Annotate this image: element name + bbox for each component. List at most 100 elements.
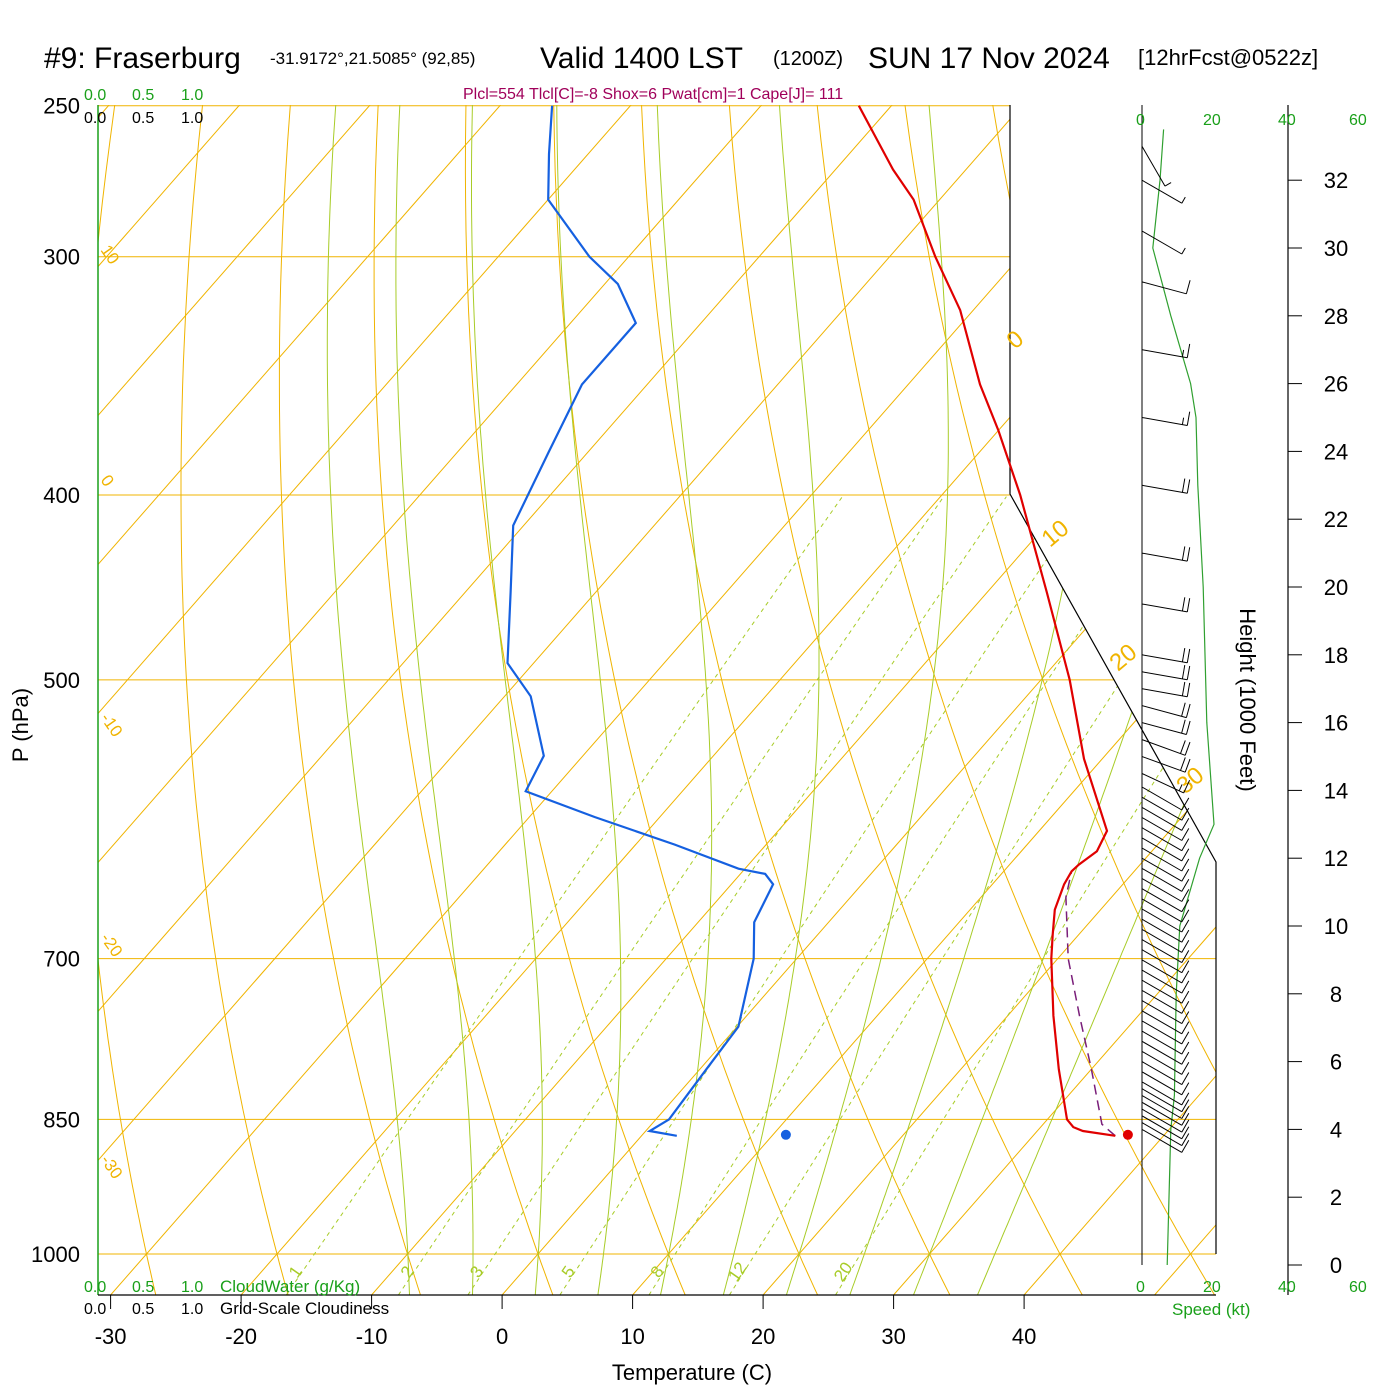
wind-barb-1 <box>1141 1122 1190 1147</box>
wind-barb-staff <box>1141 1010 1183 1035</box>
wind-barb-staff <box>1141 959 1183 984</box>
cloudiness-tick-bottom-0: 0.0 <box>84 1301 106 1318</box>
valid-time: Valid 1400 LST <box>540 42 743 75</box>
wind-barb-flag <box>1181 1133 1190 1146</box>
wind-barb-staff <box>1141 989 1183 1014</box>
isotherm--30 <box>110 105 1154 1295</box>
wind-barb-half-flag <box>1181 196 1186 204</box>
wind-barb-staff <box>1141 1128 1183 1153</box>
moist-adiabat-25 <box>848 105 1108 1295</box>
wind-barb-flag <box>1181 597 1186 612</box>
wind-barb-staff <box>1141 949 1183 974</box>
wind-barb-staff <box>1141 908 1183 933</box>
wind-barb-40 <box>1141 719 1191 735</box>
wind-barb-flag <box>1181 1112 1190 1126</box>
wind-barb-26 <box>1141 888 1190 913</box>
wind-barb-4 <box>1141 1101 1190 1126</box>
forecast-info: [12hrFcst@0522z] <box>1138 45 1318 70</box>
wind-barb-17 <box>1141 979 1190 1004</box>
height-tick-label-8: 8 <box>1330 982 1342 1007</box>
pressure-tick-label-500: 500 <box>43 668 80 693</box>
wind-barb-flag <box>1181 950 1190 963</box>
wind-barb-9 <box>1141 1061 1190 1086</box>
wind-speed-line <box>1152 129 1215 1266</box>
wind-barb-staff <box>1141 705 1187 719</box>
wind-barb-staff <box>1141 817 1183 841</box>
speed-tick-bottom-1: 20 <box>1203 1279 1221 1296</box>
wind-barb-staff <box>1141 349 1188 359</box>
cloud-water-tick-bottom-1: 0.5 <box>132 1279 154 1296</box>
wind-barb-flag <box>1186 665 1191 680</box>
dry-adiabat-50 <box>813 105 1216 1295</box>
wind-barb-staff <box>1141 1030 1183 1055</box>
wind-barb-flag <box>1181 899 1190 912</box>
moist-adiabat-30 <box>911 105 1216 1295</box>
wind-barb-flag <box>1181 1062 1190 1075</box>
wind-barb-staff <box>1141 756 1186 773</box>
wind-barb-staff <box>1141 1061 1183 1086</box>
mixing-ratio-grid <box>285 496 1216 1295</box>
dry-adiabat--20 <box>180 105 289 1295</box>
wind-barb-staff <box>1141 1108 1183 1133</box>
wind-barb-flag <box>1181 546 1186 561</box>
wind-barb-flag <box>1181 1041 1190 1055</box>
x-axis-title: Temperature (C) <box>612 1360 772 1385</box>
wind-barb-staff <box>1141 179 1183 204</box>
dry-adiabat--10 <box>278 105 421 1295</box>
height-tick-label-6: 6 <box>1330 1050 1342 1075</box>
wind-barb-33 <box>1141 817 1190 841</box>
wind-barb-staff <box>1141 928 1183 953</box>
height-tick-label-0: 0 <box>1330 1253 1342 1278</box>
speed-tick-bottom-0: 0 <box>1136 1279 1145 1296</box>
surface-temperature-marker <box>1122 1129 1133 1140</box>
dry-adiabat-60 <box>900 105 1216 1295</box>
wind-barb-flag <box>1181 1126 1190 1140</box>
mixing-ratio-line-5 <box>559 496 1090 1295</box>
wind-barb-22 <box>1141 928 1190 953</box>
dry-adiabat-30 <box>639 105 951 1295</box>
x-tick-label--20: -20 <box>225 1324 257 1349</box>
wind-barb-28 <box>1141 867 1190 892</box>
wind-barb-flag <box>1186 479 1191 494</box>
wind-barb-flag <box>1181 1021 1190 1035</box>
wind-barb-45 <box>1141 597 1191 613</box>
wind-barb-24 <box>1141 908 1190 933</box>
wind-barb-half-flag <box>1181 247 1186 255</box>
wind-barb-staff <box>1141 786 1183 811</box>
wind-barb-21 <box>1141 939 1190 964</box>
wind-barb-staff <box>1141 806 1183 831</box>
dewpoint-line <box>506 105 775 1137</box>
wind-barb-flag <box>1186 648 1191 663</box>
wind-barb-staff <box>1141 918 1183 943</box>
wind-barb-staff <box>1141 146 1166 187</box>
wind-barb-16 <box>1141 989 1190 1014</box>
cloud-water-tick-bottom-2: 1.0 <box>181 1279 203 1296</box>
wind-barb-flag <box>1181 648 1186 662</box>
mixing-ratio-line-8 <box>648 496 1170 1295</box>
height-tick-label-22: 22 <box>1324 507 1348 532</box>
wind-barb-flag <box>1181 719 1186 734</box>
wind-barb-flag <box>1186 411 1191 426</box>
wind-barb-staff <box>1141 969 1183 994</box>
wind-barb-flag <box>1181 970 1190 984</box>
wind-barb-half-flag <box>1181 417 1185 425</box>
cloud-water-tick-top-1: 0.5 <box>132 87 154 104</box>
wind-barb-flag <box>1181 1140 1190 1153</box>
wind-barb-46 <box>1141 546 1191 562</box>
wind-barb-staff <box>1141 939 1183 964</box>
parcel-path-line <box>1065 871 1116 1137</box>
pressure-tick-label-400: 400 <box>43 483 80 508</box>
cloudiness-tick-top-2: 1.0 <box>181 110 203 127</box>
wind-barb-staff <box>1141 847 1183 872</box>
wind-barb-51 <box>1141 230 1186 255</box>
pressure-tick-label-1000: 1000 <box>31 1242 80 1267</box>
wind-barb-12 <box>1141 1030 1190 1055</box>
speed-tick-bottom-2: 40 <box>1278 1279 1296 1296</box>
wind-barb-44 <box>1141 648 1191 664</box>
wind-barb-flag <box>1181 681 1186 696</box>
isotherm-left-label-0: 0 <box>97 471 118 490</box>
height-tick-label-12: 12 <box>1324 846 1348 871</box>
mixing-ratio-label-8: 8 <box>647 1263 668 1282</box>
